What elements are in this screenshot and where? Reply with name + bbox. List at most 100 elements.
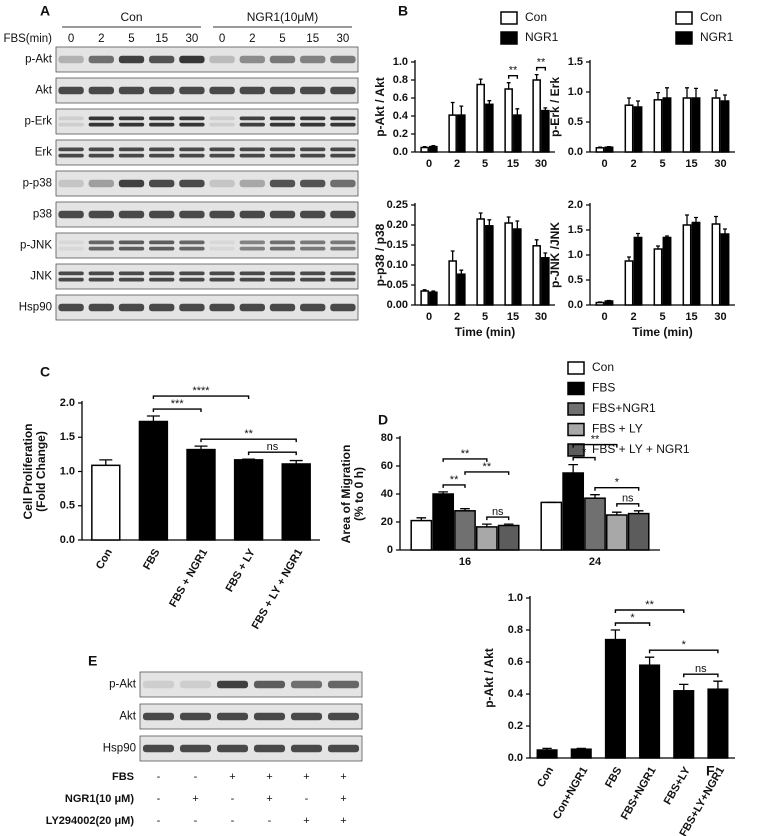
- error-bar: [482, 523, 492, 527]
- bar: [633, 106, 643, 153]
- blot-band: [118, 246, 145, 251]
- blot-band: [88, 122, 114, 127]
- blot-band: [239, 55, 265, 64]
- significance-bracket: [247, 451, 297, 456]
- significance-label: ns: [695, 663, 707, 675]
- blot-band: [300, 271, 326, 276]
- blot-band: [88, 179, 114, 188]
- error-bar: [506, 82, 511, 89]
- blot-band: [269, 55, 296, 64]
- bar: [711, 223, 721, 306]
- treatment-sign: -: [157, 815, 161, 827]
- significance-label: ns: [492, 506, 504, 518]
- blot-band: [58, 55, 84, 64]
- legend-swatch: [567, 422, 585, 437]
- lane-label: 15: [155, 33, 168, 45]
- blot-band: [179, 86, 205, 95]
- blot-band: [330, 240, 356, 245]
- blot-band: [216, 680, 249, 689]
- x-tick-label: 5: [659, 158, 665, 170]
- blot-row-label: Akt: [119, 711, 136, 723]
- blot-band: [118, 271, 145, 276]
- blot-band: [209, 240, 235, 245]
- y-tick-label: 2.0: [60, 397, 75, 409]
- bar: [532, 79, 541, 153]
- significance-label: *: [582, 447, 587, 459]
- error-bar: [633, 510, 644, 514]
- blot-band: [300, 153, 326, 158]
- blot-band: [118, 240, 145, 245]
- treatment-sign: +: [229, 771, 235, 783]
- error-bar: [487, 219, 492, 226]
- blot-band: [330, 55, 356, 64]
- blot-strip: [139, 671, 363, 698]
- significance-label: *: [615, 477, 620, 489]
- blot-band: [209, 303, 235, 312]
- x-tick-label: FBS+NGR1: [619, 765, 659, 822]
- error-bar: [607, 299, 611, 302]
- error-bar: [534, 73, 539, 80]
- blot-band: [300, 147, 326, 152]
- bar: [513, 114, 522, 153]
- bar: [673, 690, 695, 759]
- y-tick-label: 0.15: [387, 239, 408, 251]
- x-tick-label: 0: [426, 311, 432, 323]
- y-tick-label: 0.0: [568, 146, 583, 158]
- blot-band: [269, 153, 296, 158]
- legend-swatch: [675, 31, 693, 45]
- blot-band: [330, 271, 356, 276]
- blot-band: [269, 122, 296, 127]
- lane-label: 2: [98, 33, 104, 45]
- error-bar: [543, 252, 548, 258]
- bar: [410, 519, 433, 551]
- blot-band: [330, 303, 356, 312]
- blot-band: [58, 179, 84, 188]
- blot-row-label: p-p38: [23, 178, 52, 190]
- blot-band: [290, 680, 323, 689]
- blot-band: [269, 86, 296, 95]
- y-tick-label: 1.0: [568, 249, 583, 261]
- blot-strip: [55, 108, 359, 135]
- blot-strip: [139, 703, 363, 730]
- error-bar: [422, 289, 427, 291]
- blot-band: [58, 147, 84, 152]
- blot-band: [88, 303, 114, 312]
- bar: [532, 245, 541, 306]
- error-bar: [656, 245, 660, 249]
- bar: [504, 88, 513, 153]
- blot-band: [239, 240, 265, 245]
- blot-band: [179, 680, 212, 689]
- bar: [624, 104, 634, 153]
- blot-band: [149, 271, 175, 276]
- blot-band: [179, 303, 205, 312]
- blot-band: [88, 210, 114, 219]
- blot-band: [209, 147, 235, 152]
- blot-band: [142, 712, 175, 721]
- y-axis-label: Area of Migration: [339, 445, 353, 544]
- blot-band: [149, 210, 175, 219]
- treatment-sign: -: [231, 793, 235, 805]
- lane-label: 30: [186, 33, 199, 45]
- treatment-sign: -: [157, 771, 161, 783]
- error-bar: [542, 747, 552, 750]
- error-bar: [289, 459, 303, 464]
- bar: [711, 97, 721, 153]
- y-tick-label: 0.6: [393, 92, 408, 104]
- blot-band: [149, 153, 175, 158]
- error-bar: [459, 105, 464, 116]
- y-tick-label: 0.4: [508, 688, 524, 700]
- blot-band: [179, 271, 205, 276]
- y-axis-label: p-p38 / p38: [373, 223, 387, 286]
- blot-band: [149, 246, 175, 251]
- significance-bracket: [507, 75, 519, 79]
- error-bar: [627, 256, 631, 261]
- legend-label: Con: [525, 10, 547, 24]
- significance-bracket: [616, 503, 640, 507]
- blot-band: [239, 179, 265, 188]
- blot-band: [269, 179, 296, 188]
- blot-band: [58, 210, 84, 219]
- legend-swatch: [500, 11, 518, 25]
- y-tick-label: 60: [381, 460, 393, 472]
- bar: [604, 300, 614, 306]
- blot-band: [118, 303, 145, 312]
